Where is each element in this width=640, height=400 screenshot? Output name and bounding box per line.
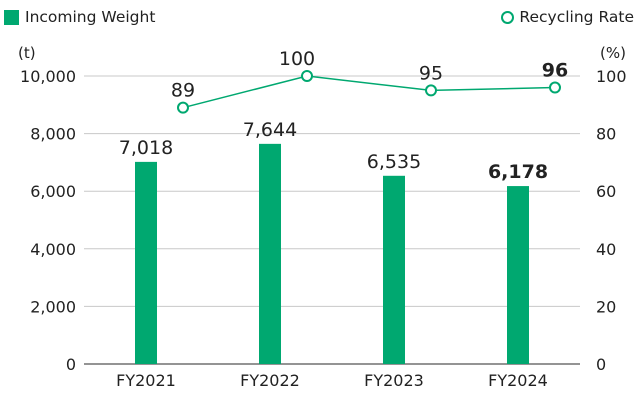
left-tick-label: 2,000 [30,297,76,316]
left-tick-label: 10,000 [20,67,76,86]
line-value-label: 89 [171,80,195,102]
bar [135,161,157,364]
x-tick-label: FY2021 [116,371,176,390]
right-tick-label: 100 [596,67,627,86]
line-point [425,84,437,97]
bar-value-label: 6,178 [488,161,548,183]
right-tick-label: 60 [596,182,616,201]
x-tick-label: FY2023 [364,371,424,390]
right-tick-label: 0 [596,355,606,374]
x-tick-label: FY2022 [240,371,300,390]
bar [383,175,405,364]
recycling-rate-line [182,75,556,109]
legend-recycling-rate: Recycling Rate [501,8,634,26]
right-tick-label: 80 [596,125,616,144]
legend-incoming-weight-label: Incoming Weight [25,8,156,26]
right-tick-label: 20 [596,297,616,316]
left-axis-unit: (t) [18,44,36,62]
legend-line-swatch [501,10,515,24]
legend-bar-swatch [4,9,19,25]
left-tick-label: 6,000 [30,182,76,201]
left-tick-label: 0 [66,355,76,374]
line-point [301,70,313,82]
bar [507,186,529,364]
line-point [177,101,189,114]
bar-value-label: 7,644 [243,119,297,141]
line-point [549,81,561,94]
legend-incoming-weight: Incoming Weight [4,8,155,26]
line-value-label: 96 [542,60,568,82]
legend-recycling-rate-label: Recycling Rate [519,8,634,26]
right-tick-label: 40 [596,240,616,259]
right-axis-unit: (%) [600,44,626,62]
bar [259,143,281,364]
left-tick-label: 4,000 [30,240,76,259]
line-value-label: 100 [279,48,315,70]
line-value-label: 95 [419,62,443,84]
left-tick-label: 8,000 [30,125,76,144]
bar-value-label: 6,535 [367,151,421,173]
x-tick-label: FY2024 [488,371,548,390]
bar-value-label: 7,018 [119,137,173,159]
